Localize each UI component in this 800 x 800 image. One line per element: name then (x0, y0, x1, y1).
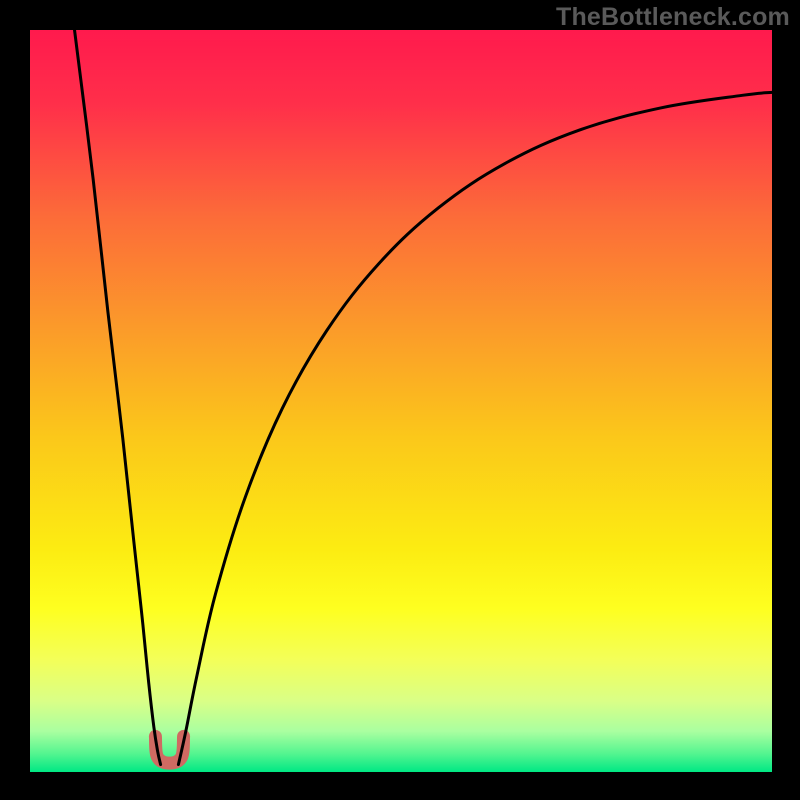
stage: TheBottleneck.com (0, 0, 800, 800)
watermark-text: TheBottleneck.com (556, 3, 790, 32)
curve-right-branch (178, 92, 772, 764)
plot-area (30, 30, 772, 772)
curve-left-branch (75, 30, 161, 765)
curves-layer (30, 30, 772, 772)
